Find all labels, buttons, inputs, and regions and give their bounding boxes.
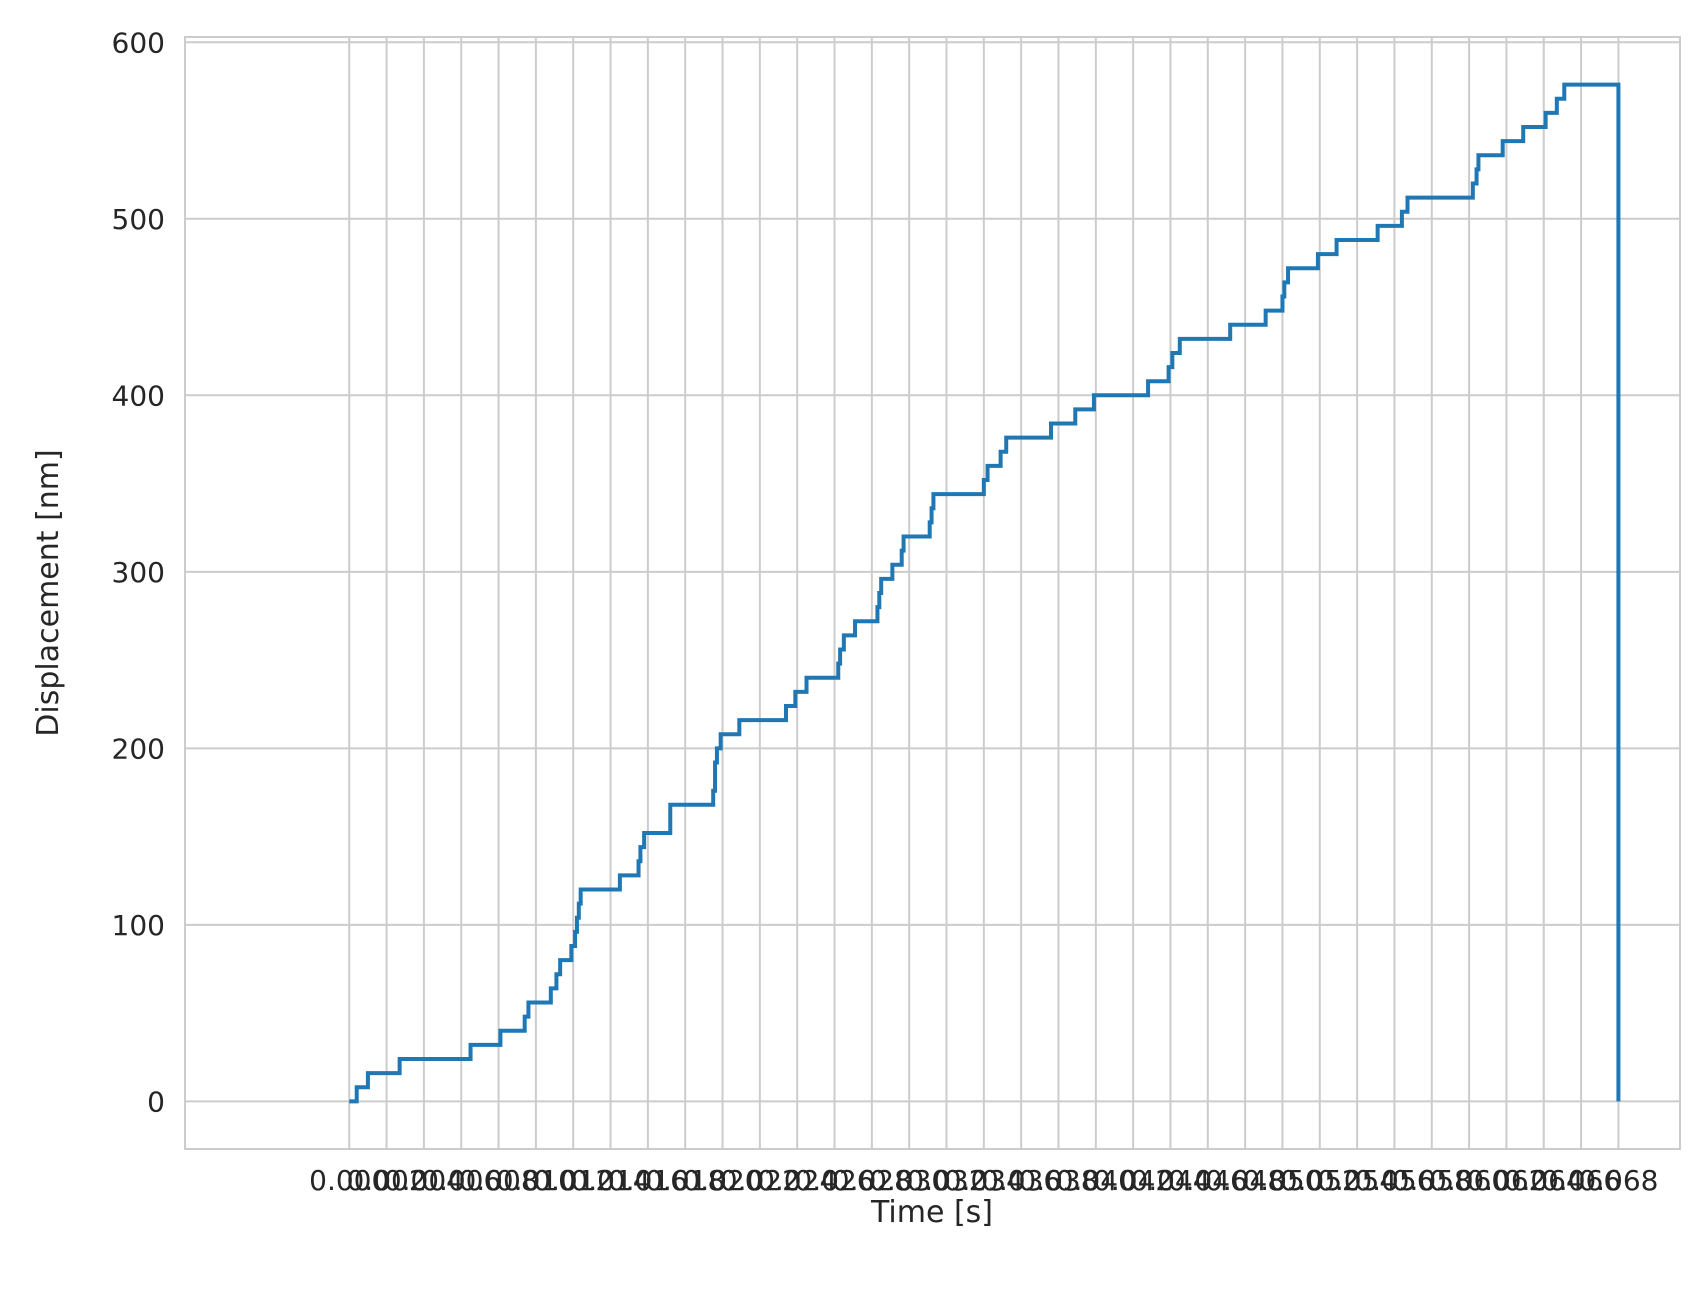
y-axis-label: Displacement [nm] [31, 449, 66, 736]
x-tick-label: 0.004 [384, 1164, 464, 1197]
x-tick-label: 0.050 [1242, 1164, 1322, 1197]
x-axis-label: Time [s] [870, 1195, 993, 1230]
x-tick-label: 0.010 [496, 1164, 576, 1197]
x-tick-label: 0.062 [1466, 1164, 1546, 1197]
x-tick-label: 0.068 [1578, 1164, 1658, 1197]
x-tick-label: 0.052 [1280, 1164, 1360, 1197]
x-tick-label: 0.034 [944, 1164, 1024, 1197]
x-tick-label: 0.008 [458, 1164, 538, 1197]
x-tick-label: 0.032 [906, 1164, 986, 1197]
x-tick-label: 0.016 [608, 1164, 688, 1197]
x-tick-label: 0.058 [1392, 1164, 1472, 1197]
x-tick-label: 0.064 [1504, 1164, 1584, 1197]
y-tick-label: 400 [112, 379, 165, 412]
x-tick-label: 0.038 [1018, 1164, 1098, 1197]
x-tick-label: 0.056 [1354, 1164, 1434, 1197]
x-tick-label: 0.044 [1130, 1164, 1210, 1197]
x-tick-label: 0.066 [1541, 1164, 1621, 1197]
x-tick-labels: 0.0000.0020.0040.0060.0080.0100.0120.014… [309, 1164, 1658, 1197]
x-tick-label: 0.060 [1429, 1164, 1509, 1197]
x-tick-label: 0.018 [645, 1164, 725, 1197]
x-tick-label: 0.000 [309, 1164, 389, 1197]
x-tick-label: 0.006 [421, 1164, 501, 1197]
y-tick-label: 0 [147, 1085, 165, 1118]
x-tick-label: 0.048 [1205, 1164, 1285, 1197]
y-tick-labels: 0 100 200 300 400 500 600 [112, 26, 165, 1118]
grid-lines [185, 37, 1680, 1149]
x-tick-label: 0.040 [1056, 1164, 1136, 1197]
displacement-series-line [349, 82, 1621, 1104]
x-tick-label: 0.046 [1168, 1164, 1248, 1197]
y-tick-label: 100 [112, 909, 165, 942]
x-tick-label: 0.026 [794, 1164, 874, 1197]
x-tick-label: 0.042 [1093, 1164, 1173, 1197]
y-tick-label: 600 [112, 26, 165, 59]
x-tick-label: 0.012 [533, 1164, 613, 1197]
y-tick-label: 500 [112, 203, 165, 236]
x-tick-label: 0.054 [1317, 1164, 1397, 1197]
x-tick-label: 0.028 [832, 1164, 912, 1197]
y-tick-label: 200 [112, 732, 165, 765]
x-tick-label: 0.024 [757, 1164, 837, 1197]
x-tick-label: 0.022 [720, 1164, 800, 1197]
x-tick-label: 0.030 [869, 1164, 949, 1197]
x-tick-label: 0.020 [682, 1164, 762, 1197]
plot-frame [184, 36, 1681, 1150]
x-tick-label: 0.014 [570, 1164, 650, 1197]
x-tick-label: 0.002 [346, 1164, 426, 1197]
y-tick-label: 300 [112, 556, 165, 589]
x-tick-label: 0.036 [981, 1164, 1061, 1197]
series-layer [349, 82, 1621, 1104]
